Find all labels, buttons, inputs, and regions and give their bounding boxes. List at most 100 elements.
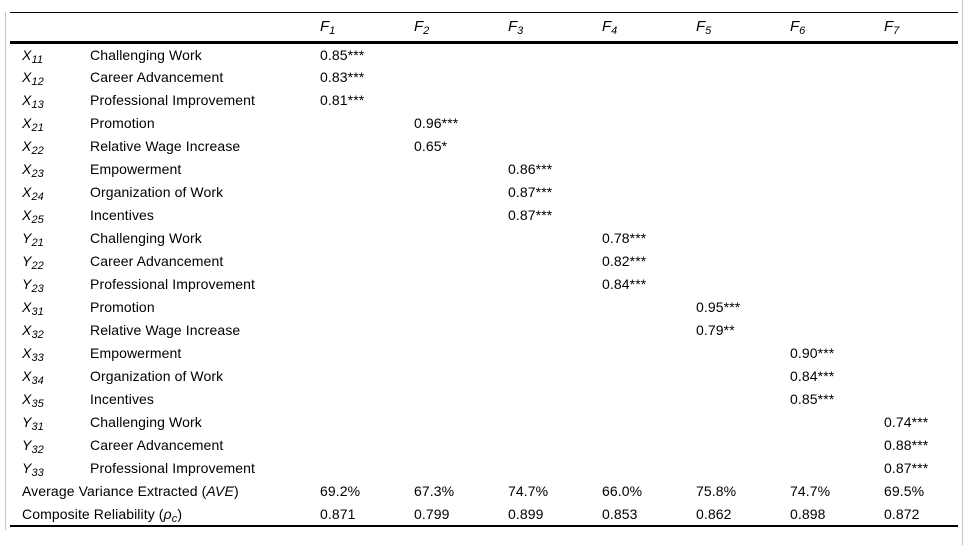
loading-value — [506, 135, 600, 158]
loading-value — [694, 181, 788, 204]
loading-value — [882, 227, 958, 250]
table-row: Y31 Challenging Work 0.74*** — [10, 411, 958, 434]
header-label-spacer — [90, 12, 318, 44]
indicator-label: Career Advancement — [90, 69, 224, 85]
table-row: X23 Empowerment 0.86*** — [10, 158, 958, 181]
loading-value: 0.83*** — [320, 69, 365, 85]
table-body: X11 Challenging Work 0.85*** X12 Career Adva… — [10, 43, 958, 526]
loading-value — [694, 342, 788, 365]
indicator-id: X33 — [22, 345, 44, 364]
factor-label: F — [696, 17, 706, 35]
loading-value — [412, 158, 506, 181]
right-frame-line — [962, 0, 963, 545]
loading-value: 0.65* — [414, 138, 448, 154]
loading-value — [788, 227, 882, 250]
loading-value — [412, 227, 506, 250]
header-id-spacer — [10, 12, 90, 44]
column-header-f5: F5 — [694, 12, 788, 44]
column-header-f6: F6 — [788, 12, 882, 44]
loading-value: 0.79** — [696, 322, 735, 338]
indicator-label: Promotion — [90, 115, 155, 131]
loading-value — [694, 43, 788, 66]
loading-value — [882, 181, 958, 204]
factor-loadings-table: F1 F2 F3 F4 F5 F6 F7 X11 Challenging Work… — [10, 12, 958, 527]
table-row: X33 Empowerment 0.90*** — [10, 342, 958, 365]
table-row: X34 Organization of Work 0.84*** — [10, 365, 958, 388]
indicator-label: Relative Wage Increase — [90, 322, 241, 338]
indicator-id: X12 — [22, 69, 44, 88]
indicator-label: Professional Improvement — [90, 276, 256, 292]
loading-value — [788, 250, 882, 273]
loading-value — [600, 342, 694, 365]
loading-value — [600, 319, 694, 342]
factor-subscript: 2 — [423, 24, 430, 37]
loading-value — [318, 434, 412, 457]
indicator-label: Promotion — [90, 299, 155, 315]
loading-value — [600, 365, 694, 388]
summary-value: 75.8% — [696, 483, 737, 499]
loading-value — [318, 204, 412, 227]
loading-value — [882, 112, 958, 135]
loading-value — [506, 43, 600, 66]
column-header-f4: F4 — [600, 12, 694, 44]
loading-value — [694, 411, 788, 434]
loading-value — [412, 273, 506, 296]
loading-value — [506, 342, 600, 365]
loading-value — [600, 112, 694, 135]
loading-value — [412, 411, 506, 434]
indicator-id: Y23 — [22, 276, 44, 295]
loading-value — [788, 181, 882, 204]
summary-value: 69.2% — [320, 483, 361, 499]
loading-value — [788, 296, 882, 319]
table-row: Y22 Career Advancement 0.82*** — [10, 250, 958, 273]
indicator-label: Incentives — [90, 207, 155, 223]
loading-value — [412, 43, 506, 66]
loading-value — [506, 457, 600, 480]
factor-label: F — [508, 17, 518, 35]
loading-value — [506, 319, 600, 342]
loading-value: 0.78*** — [602, 230, 647, 246]
indicator-id: X35 — [22, 391, 44, 410]
loading-value — [694, 89, 788, 112]
loading-value — [318, 457, 412, 480]
loading-value — [600, 66, 694, 89]
loading-value — [600, 457, 694, 480]
loading-value — [318, 296, 412, 319]
loading-value — [318, 411, 412, 434]
loading-value: 0.81*** — [320, 92, 365, 108]
loading-value — [412, 89, 506, 112]
indicator-label: Relative Wage Increase — [90, 138, 241, 154]
indicator-id: X31 — [22, 299, 44, 318]
loading-value — [506, 273, 600, 296]
loading-value — [412, 181, 506, 204]
loading-value — [600, 411, 694, 434]
summary-label: Average Variance Extracted (AVE) — [22, 483, 239, 499]
column-header-f2: F2 — [412, 12, 506, 44]
loading-value — [788, 411, 882, 434]
summary-value: 74.7% — [508, 483, 549, 499]
summary-value: 74.7% — [790, 483, 831, 499]
loading-value — [318, 135, 412, 158]
loading-value — [506, 89, 600, 112]
table-row: Y23 Professional Improvement 0.84*** — [10, 273, 958, 296]
loading-value — [412, 250, 506, 273]
indicator-id: Y21 — [22, 230, 44, 249]
factor-label: F — [884, 17, 894, 35]
loading-value: 0.87*** — [508, 184, 553, 200]
loading-value — [318, 273, 412, 296]
indicator-id: X23 — [22, 161, 44, 180]
indicator-id: X32 — [22, 322, 44, 341]
loading-value — [600, 434, 694, 457]
loading-value — [882, 204, 958, 227]
loading-value — [694, 434, 788, 457]
indicator-id: X13 — [22, 92, 44, 111]
indicator-id: X24 — [22, 184, 44, 203]
loading-value: 0.95*** — [696, 299, 741, 315]
summary-value: 0.799 — [414, 505, 450, 522]
loading-value: 0.96*** — [414, 115, 459, 131]
loading-value — [412, 388, 506, 411]
table-row: Y32 Career Advancement 0.88*** — [10, 434, 958, 457]
loading-value — [412, 342, 506, 365]
summary-value: 0.871 — [320, 505, 356, 522]
